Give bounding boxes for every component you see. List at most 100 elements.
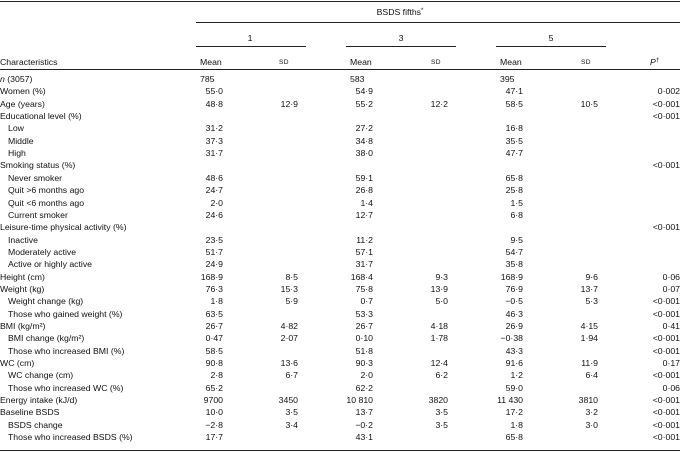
- mean-5-cell: −0·38: [500, 333, 523, 344]
- mean-3-cell: 12·7: [355, 209, 373, 220]
- mean-3-cell: 1·4: [360, 197, 373, 208]
- mean-1-cell: 58·5: [205, 345, 223, 356]
- sd-5-cell: 4·15: [580, 321, 598, 331]
- row-label: n (3057): [0, 74, 33, 84]
- mean-5-cell: 59·0: [505, 382, 523, 393]
- sd-5-cell: 13·7: [580, 283, 598, 294]
- sd-header-1: SD: [279, 59, 289, 66]
- row-label: Age (years): [0, 98, 45, 109]
- row-label: BMI (kg/m²): [0, 321, 46, 331]
- mean-5-cell: 65·8: [505, 172, 523, 183]
- mean-5-cell: 17·2: [505, 407, 523, 418]
- mean-3-cell: 34·8: [355, 135, 373, 146]
- mean-5-cell: 76·9: [505, 283, 523, 294]
- sd-1-cell: 13·6: [280, 358, 298, 369]
- row-label: Those who increased BMI (%): [8, 345, 125, 356]
- mean-5-cell: 9·5: [510, 234, 523, 245]
- mean-5-cell: 46·3: [505, 308, 523, 319]
- mean-1-cell: 2·0: [210, 197, 223, 208]
- sd-5-cell: 5·3: [585, 296, 598, 307]
- mean-5-cell: 1·8: [510, 419, 523, 430]
- mean-5-cell: 25·8: [505, 185, 523, 196]
- p-value-cell: 0·17: [662, 358, 680, 369]
- mean-3-cell: 38·0: [355, 148, 373, 159]
- mean-header-5: Mean: [500, 57, 522, 67]
- mean-5-cell: 16·8: [505, 123, 523, 134]
- row-label: Weight (kg): [0, 283, 45, 294]
- row-label: Low: [8, 123, 24, 134]
- sd-5-cell: 3·0: [585, 419, 598, 430]
- fifth-1-rule: [196, 46, 306, 47]
- mean-3-cell: 26·7: [355, 321, 373, 331]
- mean-5-cell: 168·9: [500, 271, 523, 282]
- group-title: BSDS fifths*: [376, 7, 424, 17]
- mean-1-cell: 90·8: [205, 358, 223, 369]
- sd-5-cell: 10·5: [580, 98, 598, 109]
- mean-5-cell: 47·7: [505, 148, 523, 159]
- row-label: Smoking status (%): [0, 160, 76, 171]
- mean-1-cell: 23·5: [205, 234, 223, 245]
- sd-1-cell: 8·5: [285, 271, 298, 282]
- p-value-cell: 0·41: [662, 321, 680, 331]
- p-value-cell: <0·001: [652, 395, 680, 406]
- mean-1-cell: 2·8: [210, 370, 223, 381]
- mean-3-cell: 10 810: [346, 395, 373, 406]
- mean-5-cell: 26·9: [505, 321, 523, 331]
- mean-3-cell: 57·1: [355, 246, 373, 257]
- sd-3-cell: 4·18: [430, 321, 448, 331]
- sd-1-cell: 15·3: [280, 283, 298, 294]
- mean-3-cell: 53·3: [355, 308, 373, 319]
- mean-1-cell: 37·3: [205, 135, 223, 146]
- sd-1-cell: 3·5: [285, 407, 298, 418]
- group-rule: [196, 22, 680, 23]
- sd-3-cell: 5·0: [435, 296, 448, 307]
- mean-5-cell: 65·8: [505, 432, 523, 443]
- p-value-cell: <0·001: [652, 222, 680, 233]
- row-label: Current smoker: [8, 209, 68, 220]
- header-rule: [0, 69, 680, 70]
- mean-1-cell: 63·5: [205, 308, 223, 319]
- fifth-5-label: 5: [548, 33, 554, 43]
- mean-5-cell: 58·5: [505, 98, 523, 109]
- sd-1-cell: 6·7: [285, 370, 298, 381]
- p-value-cell: <0·001: [652, 160, 680, 171]
- mean-3-cell: 54·9: [355, 86, 373, 97]
- mean-1-cell: 31·2: [205, 123, 223, 134]
- sd-5-cell: 6·4: [585, 370, 598, 381]
- row-label: Educational level (%): [0, 111, 82, 122]
- mean-3-cell: 0·7: [360, 296, 373, 307]
- row-label: Height (cm): [0, 271, 45, 282]
- mean-1-cell: 17·7: [205, 432, 223, 443]
- mean-1-cell: 26·7: [205, 321, 223, 331]
- row-label: Inactive: [8, 234, 38, 245]
- mean-3-cell: 583: [350, 74, 365, 84]
- mean-3-cell: 62·2: [355, 382, 373, 393]
- mean-3-cell: 59·1: [355, 172, 373, 183]
- p-value-cell: 0·06: [662, 271, 680, 282]
- mean-5-cell: −0·5: [505, 296, 523, 307]
- row-label: Energy intake (kJ/d): [0, 395, 78, 406]
- sd-3-cell: 13·9: [430, 283, 448, 294]
- sd-1-cell: 3450: [278, 395, 298, 406]
- p-value-cell: <0·001: [652, 111, 680, 122]
- mean-1-cell: 55·0: [205, 86, 223, 97]
- mean-1-cell: 31·7: [205, 148, 223, 159]
- sd-1-cell: 5·9: [285, 296, 298, 307]
- mean-3-cell: 51·8: [355, 345, 373, 356]
- row-label: WC change (cm): [8, 370, 74, 381]
- sd-1-cell: 12·9: [280, 98, 298, 109]
- sd-5-cell: 3810: [578, 395, 598, 406]
- mean-5-cell: 35·5: [505, 135, 523, 146]
- mean-5-cell: 35·8: [505, 259, 523, 270]
- row-label: Those who increased WC (%): [8, 382, 124, 393]
- p-value-cell: <0·001: [652, 296, 680, 307]
- mean-1-cell: 76·3: [205, 283, 223, 294]
- sd-header-5: SD: [581, 59, 591, 66]
- mean-5-cell: 1·2: [510, 370, 523, 381]
- p-value-cell: <0·001: [652, 333, 680, 344]
- p-value-cell: <0·001: [652, 432, 680, 443]
- mean-header-3: Mean: [350, 57, 372, 67]
- fifth-3-label: 3: [398, 33, 404, 43]
- sd-3-cell: 1·78: [430, 333, 448, 344]
- mean-1-cell: 48·6: [205, 172, 223, 183]
